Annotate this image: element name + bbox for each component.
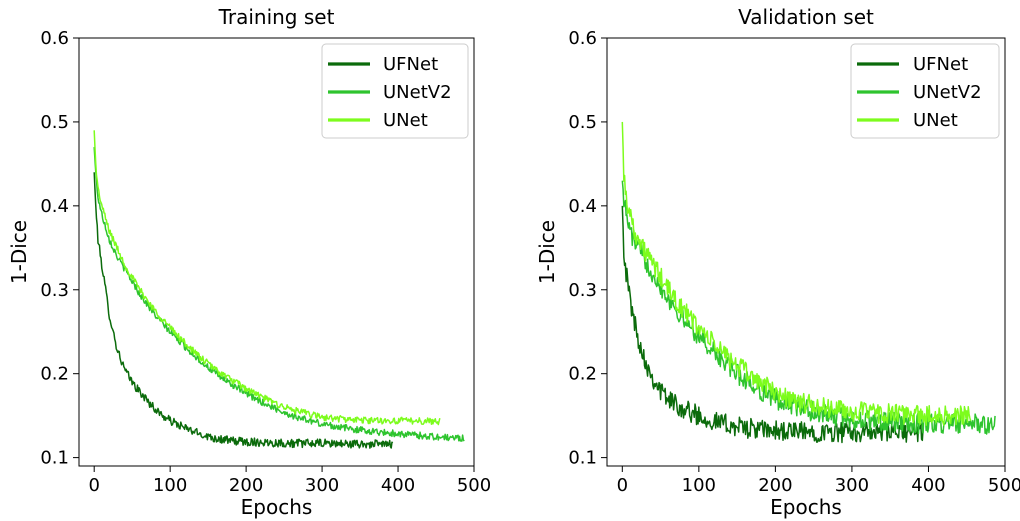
y-tick-label: 0.5 (568, 112, 597, 133)
series-line-unetv2 (93, 147, 465, 442)
y-tick-label: 0.1 (568, 448, 597, 469)
legend-label-unetv2: UNetV2 (383, 82, 452, 103)
x-tick-label: 500 (988, 475, 1020, 496)
y-axis-ticks: 0.1 0.2 0.3 0.4 0.5 0.6 (40, 28, 79, 469)
x-tick-label: 400 (381, 475, 415, 496)
y-axis-label: 1-Dice (535, 220, 559, 284)
x-axis-label: Epochs (241, 495, 313, 519)
chart-panel-validation: 0 100 200 300 400 500 0.1 0.2 0.3 0.4 0.5 0.6 Vali… (535, 5, 1020, 519)
x-axis-ticks: 0 100 200 300 400 500 (617, 466, 1020, 496)
y-tick-label: 0.6 (568, 28, 597, 49)
x-tick-label: 400 (911, 475, 945, 496)
legend-label-unet: UNet (913, 110, 958, 131)
legend-box (321, 43, 469, 139)
chart-panel-training: 0 100 200 300 400 500 0.1 0.2 0.3 0.4 0.5 0.6 Trai… (7, 5, 491, 519)
legend: UFNet UNetV2 UNet (321, 43, 469, 139)
y-tick-label: 0.4 (568, 196, 597, 217)
series-line-unet (93, 130, 441, 426)
y-tick-label: 0.6 (40, 28, 69, 49)
chart-title: Training set (218, 5, 335, 29)
y-axis-ticks: 0.1 0.2 0.3 0.4 0.5 0.6 (568, 28, 607, 469)
y-tick-label: 0.4 (40, 196, 69, 217)
series-line-ufnet (93, 172, 394, 449)
x-tick-label: 300 (835, 475, 869, 496)
y-tick-label: 0.2 (40, 364, 69, 385)
x-tick-label: 100 (682, 475, 716, 496)
x-tick-label: 300 (305, 475, 339, 496)
y-tick-label: 0.3 (568, 280, 597, 301)
y-axis-label: 1-Dice (7, 220, 31, 284)
x-tick-label: 0 (88, 475, 99, 496)
legend: UFNet UNetV2 UNet (850, 43, 1000, 139)
legend-box (850, 43, 1000, 139)
x-axis-ticks: 0 100 200 300 400 500 (88, 466, 491, 496)
series-layer (621, 121, 996, 444)
chart-title: Validation set (738, 5, 874, 29)
series-line-unet (621, 121, 972, 426)
x-tick-label: 100 (153, 475, 187, 496)
y-tick-label: 0.3 (40, 280, 69, 301)
series-layer (93, 130, 465, 449)
legend-label-unetv2: UNetV2 (913, 82, 982, 103)
series-line-unetv2 (621, 180, 996, 435)
x-axis-label: Epochs (770, 495, 842, 519)
x-tick-label: 0 (617, 475, 628, 496)
legend-label-unet: UNet (383, 110, 428, 131)
series-line-ufnet (621, 205, 924, 444)
y-tick-label: 0.5 (40, 112, 69, 133)
y-tick-label: 0.1 (40, 448, 69, 469)
legend-label-ufnet: UFNet (383, 54, 438, 75)
legend-label-ufnet: UFNet (913, 54, 968, 75)
x-tick-label: 500 (457, 475, 491, 496)
y-tick-label: 0.2 (568, 364, 597, 385)
x-tick-label: 200 (758, 475, 792, 496)
x-tick-label: 200 (229, 475, 263, 496)
